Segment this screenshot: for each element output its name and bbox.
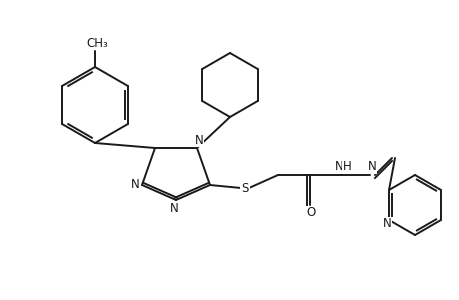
Text: N: N (169, 202, 178, 214)
Text: N: N (194, 134, 203, 146)
Text: N: N (130, 178, 139, 191)
Text: S: S (241, 182, 248, 194)
Text: H: H (342, 160, 351, 173)
Text: O: O (306, 206, 315, 220)
Text: CH₃: CH₃ (86, 37, 108, 50)
Text: N: N (382, 218, 391, 230)
Text: N: N (367, 160, 375, 173)
Text: N: N (334, 160, 342, 173)
